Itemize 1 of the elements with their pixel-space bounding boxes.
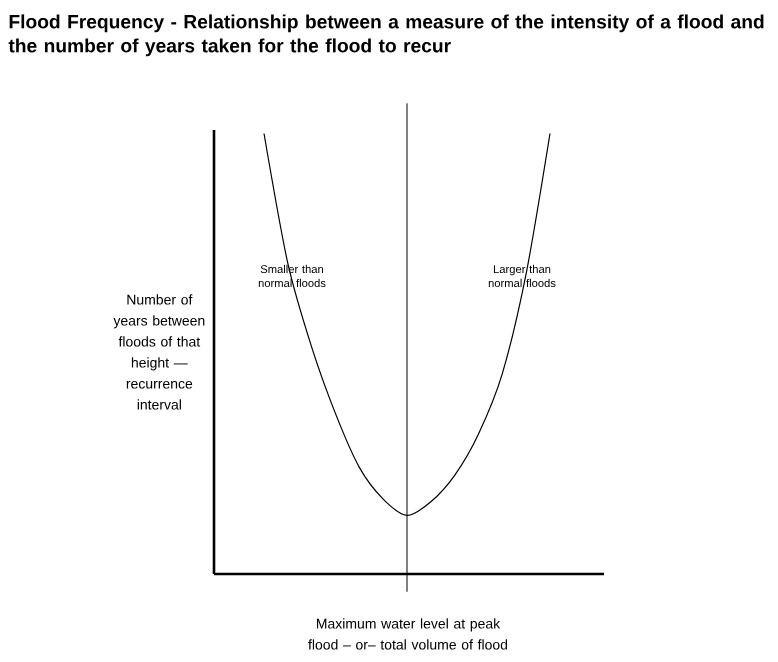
chart-title: Flood Frequency - Relationship between a measure of the intensity of a flood and the number of years taken for the flood to recur <box>8 14 764 57</box>
